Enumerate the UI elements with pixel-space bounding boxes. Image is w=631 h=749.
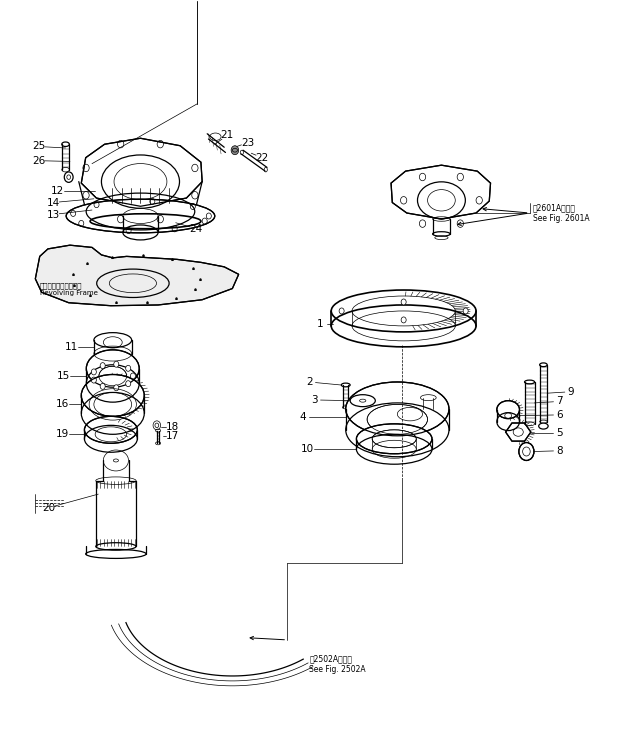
Text: 1: 1: [317, 318, 324, 329]
Text: 14: 14: [46, 198, 59, 207]
Text: 23: 23: [241, 138, 254, 148]
Ellipse shape: [99, 366, 127, 386]
Circle shape: [100, 383, 105, 389]
Ellipse shape: [352, 296, 456, 326]
Text: 20: 20: [43, 503, 56, 512]
Circle shape: [114, 385, 119, 391]
Circle shape: [339, 308, 344, 314]
Polygon shape: [35, 245, 239, 306]
Text: 15: 15: [57, 371, 70, 381]
Circle shape: [401, 299, 406, 305]
Text: 16: 16: [56, 399, 69, 410]
Text: 4: 4: [300, 412, 306, 422]
Circle shape: [231, 146, 239, 155]
Circle shape: [114, 361, 119, 367]
Polygon shape: [81, 139, 202, 206]
Text: 7: 7: [557, 396, 563, 407]
Text: 12: 12: [50, 186, 64, 195]
Ellipse shape: [81, 374, 144, 416]
Circle shape: [401, 317, 406, 323]
Text: 19: 19: [56, 429, 69, 440]
Circle shape: [463, 308, 468, 314]
Text: 11: 11: [65, 342, 78, 352]
Circle shape: [131, 373, 136, 379]
Text: 6: 6: [557, 410, 563, 420]
Ellipse shape: [85, 416, 138, 443]
Ellipse shape: [539, 423, 548, 429]
Circle shape: [91, 369, 97, 375]
Ellipse shape: [350, 395, 375, 407]
Polygon shape: [505, 423, 531, 441]
Text: レボルビングフレーム
Revolving Frame: レボルビングフレーム Revolving Frame: [40, 282, 98, 296]
Ellipse shape: [86, 350, 139, 387]
Ellipse shape: [367, 404, 428, 434]
Text: 17: 17: [166, 431, 179, 441]
Text: 24: 24: [189, 224, 203, 234]
Text: 2: 2: [306, 377, 312, 387]
Circle shape: [91, 377, 97, 383]
Circle shape: [126, 380, 131, 386]
Ellipse shape: [497, 401, 519, 419]
Text: 13: 13: [46, 210, 59, 219]
Text: 5: 5: [557, 428, 563, 438]
Text: 第2502A図参照
See Fig. 2502A: 第2502A図参照 See Fig. 2502A: [309, 654, 366, 673]
Text: 21: 21: [221, 130, 234, 140]
Text: 26: 26: [32, 156, 45, 166]
Ellipse shape: [331, 290, 476, 332]
Text: 第2601A図参照
See Fig. 2601A: 第2601A図参照 See Fig. 2601A: [533, 203, 589, 222]
Text: 25: 25: [32, 142, 45, 151]
Text: 9: 9: [568, 386, 574, 397]
Text: 22: 22: [256, 153, 269, 163]
Circle shape: [126, 366, 131, 372]
Text: 8: 8: [557, 446, 563, 455]
Text: 18: 18: [166, 422, 179, 432]
Ellipse shape: [66, 199, 215, 233]
Circle shape: [100, 363, 105, 369]
Polygon shape: [391, 166, 490, 219]
Text: 3: 3: [311, 395, 317, 405]
Ellipse shape: [372, 430, 416, 448]
Circle shape: [519, 443, 534, 461]
Text: 10: 10: [301, 444, 314, 454]
Ellipse shape: [357, 424, 432, 454]
Ellipse shape: [346, 382, 449, 436]
